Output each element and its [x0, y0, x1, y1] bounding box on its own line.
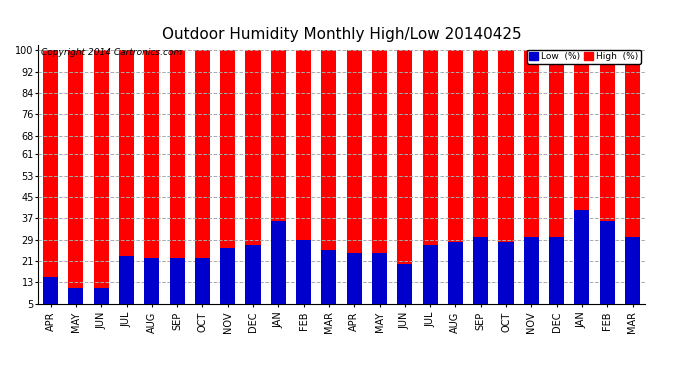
Bar: [170, 258, 185, 304]
Legend: Low  (%), High  (%): Low (%), High (%): [526, 50, 640, 64]
Bar: [322, 50, 337, 304]
Bar: [94, 50, 109, 304]
Bar: [246, 50, 261, 304]
Bar: [625, 58, 640, 304]
Bar: [372, 50, 387, 304]
Bar: [119, 256, 134, 304]
Bar: [144, 50, 159, 304]
Bar: [600, 50, 615, 304]
Bar: [524, 50, 539, 304]
Bar: [246, 245, 261, 304]
Bar: [600, 221, 615, 304]
Bar: [549, 50, 564, 304]
Text: Copyright 2014 Cartronics.com: Copyright 2014 Cartronics.com: [41, 48, 182, 57]
Bar: [524, 237, 539, 304]
Bar: [270, 221, 286, 304]
Bar: [144, 258, 159, 304]
Bar: [296, 50, 311, 304]
Bar: [322, 251, 337, 304]
Bar: [296, 240, 311, 304]
Bar: [498, 50, 513, 304]
Bar: [625, 237, 640, 304]
Bar: [220, 248, 235, 304]
Bar: [372, 253, 387, 304]
Bar: [448, 242, 463, 304]
Bar: [448, 50, 463, 304]
Bar: [119, 50, 134, 304]
Bar: [43, 50, 58, 304]
Bar: [68, 288, 83, 304]
Bar: [574, 50, 589, 304]
Bar: [94, 288, 109, 304]
Bar: [195, 50, 210, 304]
Bar: [195, 258, 210, 304]
Bar: [397, 264, 413, 304]
Bar: [473, 237, 489, 304]
Bar: [346, 50, 362, 304]
Bar: [574, 210, 589, 304]
Bar: [422, 50, 437, 304]
Bar: [68, 50, 83, 304]
Bar: [549, 237, 564, 304]
Title: Outdoor Humidity Monthly High/Low 20140425: Outdoor Humidity Monthly High/Low 201404…: [161, 27, 522, 42]
Bar: [473, 50, 489, 304]
Bar: [170, 50, 185, 304]
Bar: [346, 253, 362, 304]
Bar: [220, 50, 235, 304]
Bar: [43, 277, 58, 304]
Bar: [270, 50, 286, 304]
Bar: [498, 242, 513, 304]
Bar: [397, 50, 413, 304]
Bar: [422, 245, 437, 304]
